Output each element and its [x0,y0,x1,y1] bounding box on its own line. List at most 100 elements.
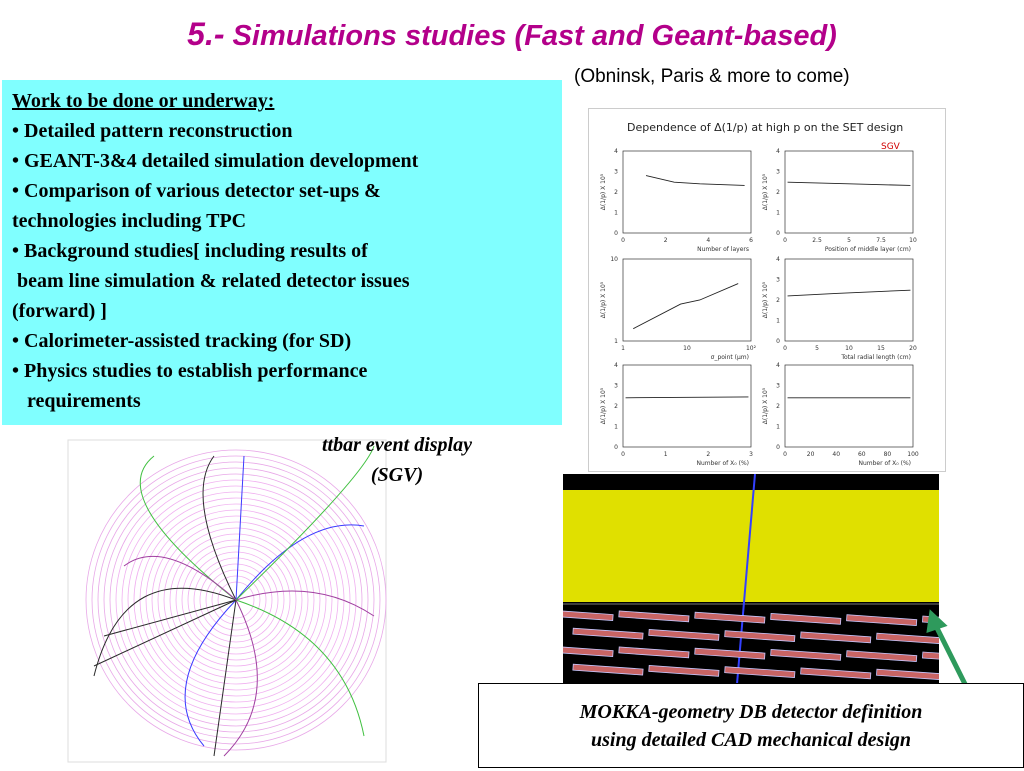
panel-ytick: 4 [776,256,780,263]
detector-ladder [694,647,766,660]
panel-xtick: 4 [706,237,710,244]
mokka-caption-line2: using detailed CAD mechanical design [590,729,912,751]
particle-track [235,445,375,601]
panel-xtick: 0 [783,345,787,352]
work-line: beam line simulation & related detector … [12,270,410,292]
panel-xlabel: σ_point (μm) [711,354,749,361]
detector-ladder [846,614,918,627]
panel-xtick: 1 [664,451,668,458]
work-heading: Work to be done or underway: [12,90,275,112]
yellow-layer [563,490,939,602]
panel-xtick: 0 [621,451,625,458]
detector-ladder [724,630,796,642]
work-line: requirements [12,390,141,412]
panel-ytick: 3 [776,169,780,176]
track-line [736,473,756,685]
work-line: • Comparison of various detector set-ups… [12,180,381,202]
panel-xtick: 20 [807,451,815,458]
panel-xtick: 20 [909,345,917,352]
panel-ytick: 1 [776,424,780,431]
panel-ylabel: Δ(1/p) X 10⁵ [762,387,769,424]
panel-ytick: 3 [776,277,780,284]
panel-xtick: 0 [621,237,625,244]
particle-track [184,599,237,747]
particle-track [202,455,237,601]
ttbar-caption-line1: ttbar event display [322,434,472,456]
panel-xlabel: Position of middle layer (cm) [825,246,911,253]
title-number: 5.- [187,16,225,52]
mokka-caption-box: MOKKA-geometry DB detector definition us… [478,683,1024,768]
panel-xtick: 10 [845,345,853,352]
panel-ytick: 0 [776,444,780,451]
panel-curve [625,396,749,399]
panel-curve [645,175,745,186]
panel-ytick: 3 [614,169,618,176]
event-display-svg [67,439,387,763]
panel-ytick: 0 [776,338,780,345]
panel-curve [787,289,911,297]
panel-ytick: 1 [614,210,618,217]
sgv-plots-svg: Dependence of Δ(1/p) at high p on the SE… [600,121,919,467]
panel-xtick: 60 [858,451,866,458]
panel-ytick: 2 [614,403,618,410]
work-line: • Calorimeter-assisted tracking (for SD) [12,330,352,352]
panel-xtick: 0 [783,237,787,244]
particle-track [235,590,375,617]
work-box: Work to be done or underway: • Detailed … [2,80,562,425]
panel-xtick: 10 [909,237,917,244]
panel-xtick: 80 [884,451,892,458]
panel-ytick: 1 [614,424,618,431]
panel-xlabel: Number of layers [697,246,749,253]
particle-track [123,555,237,601]
panel-ytick: 4 [776,362,780,369]
work-line: • GEANT-3&4 detailed simulation developm… [12,150,419,172]
panel-ylabel: Δ(1/p) X 10⁵ [600,387,607,424]
panel-xtick: 2 [664,237,668,244]
mokka-detector-view [542,473,994,685]
panel-ytick: 3 [614,383,618,390]
panel-ytick: 10 [610,256,618,263]
detector-ladder [618,610,690,623]
detector-ladder [770,613,842,625]
work-line: (forward) ] [12,300,107,322]
panel-xlabel: Number of X₀ (%) [696,460,749,467]
panel-xtick: 1 [621,345,625,352]
ttbar-caption: ttbar event display (SGV) [282,430,512,490]
panel-xtick: 100 [907,451,919,458]
detector-ladder [648,665,720,677]
panel-xtick: 6 [749,237,753,244]
panel-xtick: 5 [815,345,819,352]
panel-ytick: 0 [614,230,618,237]
plot-panel: Δ(1/p) X 10⁵ 0 1 2 3 4 0 2.5 5 7.5 10 Position of m… [762,148,917,253]
detector-ladder [694,611,766,624]
detector-ladder [800,631,872,644]
panel-ytick: 2 [776,297,780,304]
detector-ladder [648,629,720,641]
plot-panel: Δ(1/p) X 10⁵ 0 1 2 3 4 0 5 10 15 20 Total radial le… [762,256,917,361]
work-line: • Background studies[ including results … [12,240,368,262]
panel-ylabel: Δ(1/p) X 10⁵ [600,173,607,210]
panel-xtick: 10 [683,345,691,352]
particle-track [235,599,365,737]
slide-subtitle: (Obninsk, Paris & more to come) [574,66,850,87]
panel-ytick: 1 [776,318,780,325]
detector-ladder [770,649,842,661]
particle-track [93,587,237,677]
panel-ytick: 0 [776,230,780,237]
detector-ladder [572,627,644,640]
panel-curve [787,181,911,186]
particle-track [139,455,237,601]
panel-xtick: 40 [832,451,840,458]
plots-tag: SGV [881,142,901,152]
panel-ytick: 4 [614,362,618,369]
ttbar-caption-line2: (SGV) [370,464,424,486]
detector-ladder [572,663,644,676]
detector-ladder [846,650,918,663]
sgv-plots-figure: Dependence of Δ(1/p) at high p on the SE… [588,108,946,472]
particle-track [235,455,245,601]
plot-panel: Δ(1/p) X 10⁵ 1 10 1 10 10² σ_point (μm) [600,256,757,361]
panel-ytick: 2 [776,403,780,410]
panel-ytick: 0 [614,444,618,451]
